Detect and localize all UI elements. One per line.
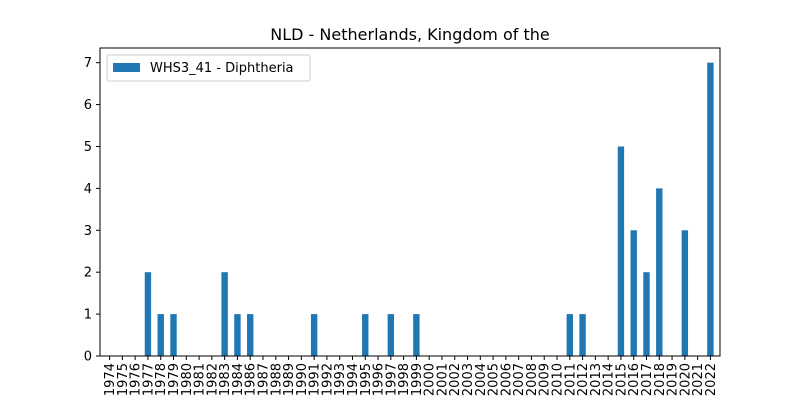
x-tick-label-1982: 1982 <box>205 363 220 396</box>
x-tick-label-2018: 2018 <box>653 363 668 396</box>
bar-2017 <box>643 272 650 356</box>
legend-box <box>106 54 311 82</box>
x-tick-label-1978: 1978 <box>154 363 169 396</box>
bar-2020 <box>681 230 689 356</box>
x-tick-label-1997: 1997 <box>384 363 399 396</box>
x-tick-label-1976: 1976 <box>129 363 144 396</box>
x-tick-label-2005: 2005 <box>487 363 502 396</box>
x-tick-label-2008: 2008 <box>525 363 540 396</box>
x-tick-label-1987: 1987 <box>256 363 271 396</box>
bar-2022 <box>707 62 714 357</box>
x-tick-label-1991: 1991 <box>308 363 323 396</box>
bar-2015 <box>617 146 625 356</box>
x-axis: 1974197519761977197819791980198119821983… <box>103 356 719 396</box>
bar-1991 <box>310 314 318 356</box>
x-tick-label-2015: 2015 <box>614 363 629 396</box>
bar-1986 <box>247 314 254 356</box>
x-tick-label-1983: 1983 <box>218 363 233 396</box>
x-tick-label-1992: 1992 <box>320 363 335 396</box>
y-tick-label-0: 0 <box>84 350 92 365</box>
x-tick-label-1996: 1996 <box>372 363 387 396</box>
y-tick-label-1: 1 <box>84 308 92 323</box>
x-tick-label-1979: 1979 <box>167 363 182 396</box>
bar-1997 <box>387 314 395 356</box>
x-tick-label-2013: 2013 <box>589 363 604 396</box>
bar-1977 <box>144 272 152 356</box>
bars-group <box>144 62 714 357</box>
x-tick-label-1994: 1994 <box>346 363 361 396</box>
chart-title: NLD - Netherlands, Kingdom of the <box>270 25 549 44</box>
x-tick-label-2000: 2000 <box>423 363 438 396</box>
x-tick-label-2002: 2002 <box>448 363 463 396</box>
y-tick-label-7: 7 <box>84 56 92 71</box>
bar-1984 <box>234 314 241 356</box>
y-axis: 0 1 2 3 4 5 6 7 <box>84 56 100 365</box>
bar-1978 <box>157 314 164 356</box>
x-tick-label-1977: 1977 <box>141 363 156 396</box>
x-tick-label-1995: 1995 <box>359 363 374 396</box>
x-tick-label-2012: 2012 <box>576 363 591 396</box>
y-tick-label-4: 4 <box>84 182 92 197</box>
legend-swatch <box>113 63 140 72</box>
x-tick-label-2003: 2003 <box>461 363 476 396</box>
x-tick-label-1999: 1999 <box>410 363 425 396</box>
x-tick-label-2019: 2019 <box>666 363 681 396</box>
bar-1995 <box>362 314 369 356</box>
x-tick-label-1974: 1974 <box>103 363 118 396</box>
bar-1979 <box>170 314 177 356</box>
bar-2018 <box>656 188 663 356</box>
bar-2012 <box>579 314 586 356</box>
legend-label: WHS3_41 - Diphtheria <box>150 61 294 76</box>
x-tick-label-2004: 2004 <box>474 363 489 396</box>
x-tick-label-2016: 2016 <box>627 363 642 396</box>
y-tick-label-6: 6 <box>84 98 92 113</box>
x-tick-label-1975: 1975 <box>116 363 131 396</box>
x-tick-label-2020: 2020 <box>678 363 693 396</box>
x-tick-label-2006: 2006 <box>499 363 514 396</box>
x-tick-label-2011: 2011 <box>563 363 578 396</box>
legend: WHS3_41 - Diphtheria <box>106 54 311 82</box>
x-tick-label-2009: 2009 <box>538 363 553 396</box>
x-tick-label-2021: 2021 <box>691 363 706 396</box>
y-tick-label-2: 2 <box>84 266 92 281</box>
x-tick-label-1981: 1981 <box>193 363 208 396</box>
x-tick-label-1989: 1989 <box>282 363 297 396</box>
x-tick-label-1980: 1980 <box>180 363 195 396</box>
x-tick-label-1986: 1986 <box>244 363 259 396</box>
y-tick-label-5: 5 <box>84 140 92 155</box>
plot-frame <box>99 47 721 357</box>
bar-1999 <box>413 314 420 356</box>
x-tick-label-1998: 1998 <box>397 363 412 396</box>
bar-1983 <box>221 272 228 356</box>
x-tick-label-1993: 1993 <box>333 363 348 396</box>
x-tick-label-2017: 2017 <box>640 363 655 396</box>
x-tick-label-1988: 1988 <box>269 363 284 396</box>
x-tick-label-2007: 2007 <box>512 363 527 396</box>
x-tick-label-2014: 2014 <box>602 363 617 396</box>
x-tick-label-2010: 2010 <box>551 363 566 396</box>
x-tick-label-2001: 2001 <box>435 363 450 396</box>
x-tick-label-1984: 1984 <box>231 363 246 396</box>
y-tick-label-3: 3 <box>84 224 92 239</box>
bar-2011 <box>566 314 573 356</box>
x-tick-label-2022: 2022 <box>704 363 719 396</box>
bar-2016 <box>630 230 637 356</box>
x-tick-label-1990: 1990 <box>295 363 310 396</box>
